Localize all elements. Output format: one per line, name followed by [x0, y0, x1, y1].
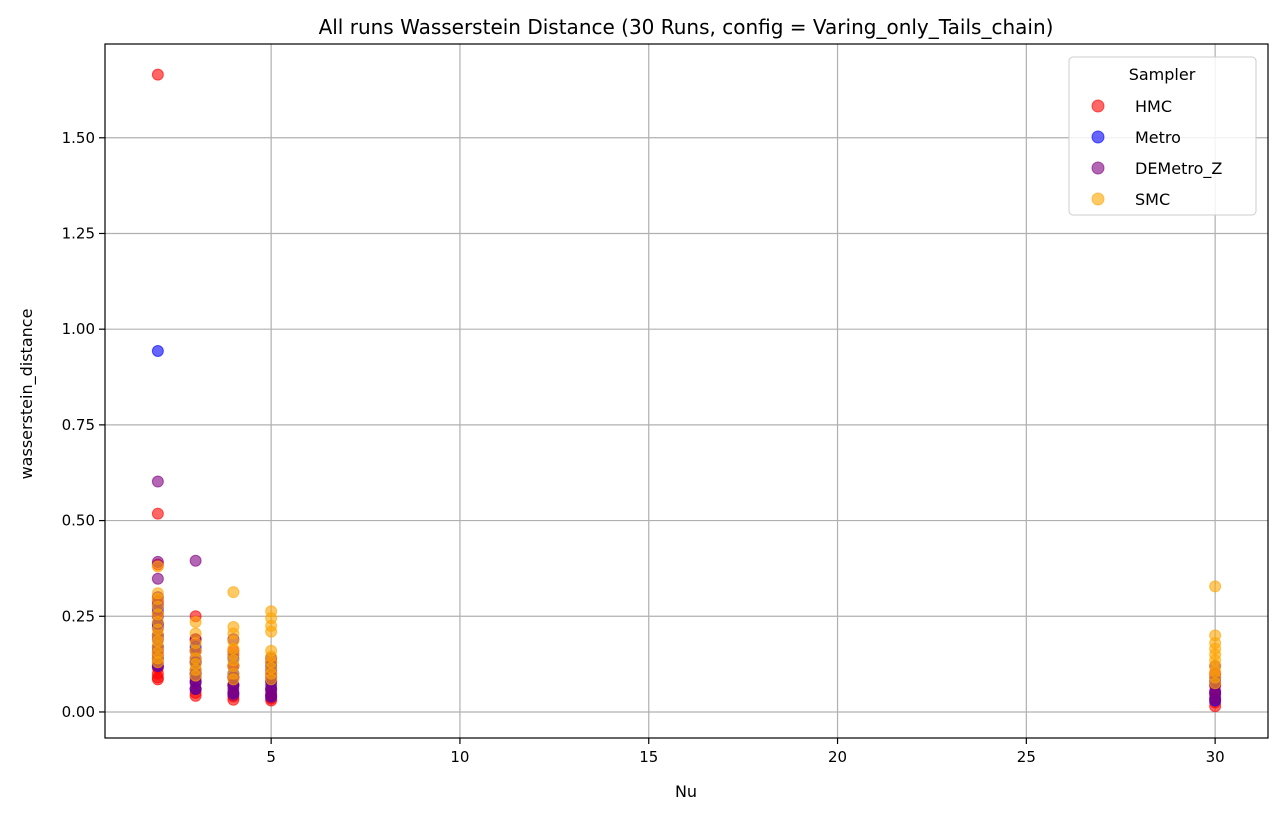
- y-axis-label: wasserstein_distance: [17, 309, 37, 480]
- y-tick-label: 1.00: [62, 320, 95, 338]
- ticks-layer: 5 10 15 20 25 30 0.00 0.25 0.50 0.75 1.00 1.25 1.50: [62, 129, 1225, 766]
- y-tick-label: 1.50: [62, 129, 95, 147]
- data-point: [265, 673, 278, 686]
- legend-title: Sampler: [1129, 65, 1196, 84]
- data-point: [151, 560, 164, 573]
- data-point: [151, 572, 164, 585]
- x-axis-label: Nu: [675, 782, 697, 801]
- x-tick-label: 10: [450, 748, 469, 766]
- y-tick-label: 0.75: [62, 416, 95, 434]
- legend-label: HMC: [1135, 97, 1172, 116]
- legend-label: Metro: [1135, 128, 1181, 147]
- x-tick-label: 15: [639, 748, 658, 766]
- data-point: [189, 669, 202, 682]
- y-tick-label: 0.00: [62, 703, 95, 721]
- y-tick-label: 0.50: [62, 512, 95, 530]
- plot-frame: [104, 43, 1269, 739]
- x-tick-label: 5: [266, 748, 276, 766]
- grid-layer: [105, 44, 1268, 738]
- x-tick-label: 30: [1206, 748, 1225, 766]
- data-point: [151, 475, 164, 488]
- chart-title: All runs Wasserstein Distance (30 Runs, …: [319, 15, 1054, 39]
- data-point: [1209, 692, 1222, 705]
- data-point: [265, 625, 278, 638]
- data-point: [227, 688, 240, 701]
- y-tick-label: 1.25: [62, 224, 95, 242]
- y-tick-label: 0.25: [62, 607, 95, 625]
- data-point: [151, 68, 164, 81]
- data-point: [189, 616, 202, 629]
- legend-marker: [1091, 130, 1105, 144]
- legend-label: SMC: [1135, 190, 1170, 209]
- x-tick-label: 25: [1017, 748, 1036, 766]
- legend-marker: [1091, 192, 1105, 206]
- legend-label: DEMetro_Z: [1135, 159, 1222, 179]
- data-point: [265, 690, 278, 703]
- data-point: [151, 344, 164, 357]
- data-point: [227, 673, 240, 686]
- data-point: [1209, 677, 1222, 690]
- x-tick-label: 20: [828, 748, 847, 766]
- data-point: [189, 554, 202, 567]
- data-point: [227, 586, 240, 599]
- legend: Sampler HMC Metro DEMetro_Z SMC: [1068, 56, 1257, 216]
- series-smc: [151, 560, 1222, 690]
- legend-marker: [1091, 161, 1105, 175]
- data-point: [151, 507, 164, 520]
- points-layer: [151, 68, 1222, 713]
- data-point: [189, 683, 202, 696]
- legend-box: [1068, 56, 1257, 216]
- data-point: [1209, 580, 1222, 593]
- data-point: [151, 673, 164, 686]
- legend-marker: [1091, 99, 1105, 113]
- data-point: [151, 656, 164, 669]
